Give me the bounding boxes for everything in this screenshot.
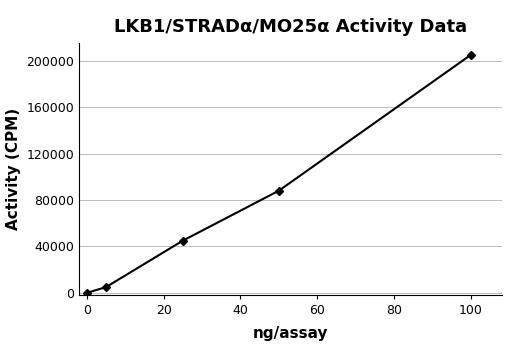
X-axis label: ng/assay: ng/assay — [253, 325, 328, 341]
Y-axis label: Activity (CPM): Activity (CPM) — [6, 108, 21, 230]
Title: LKB1/STRADα/MO25α Activity Data: LKB1/STRADα/MO25α Activity Data — [114, 18, 467, 36]
